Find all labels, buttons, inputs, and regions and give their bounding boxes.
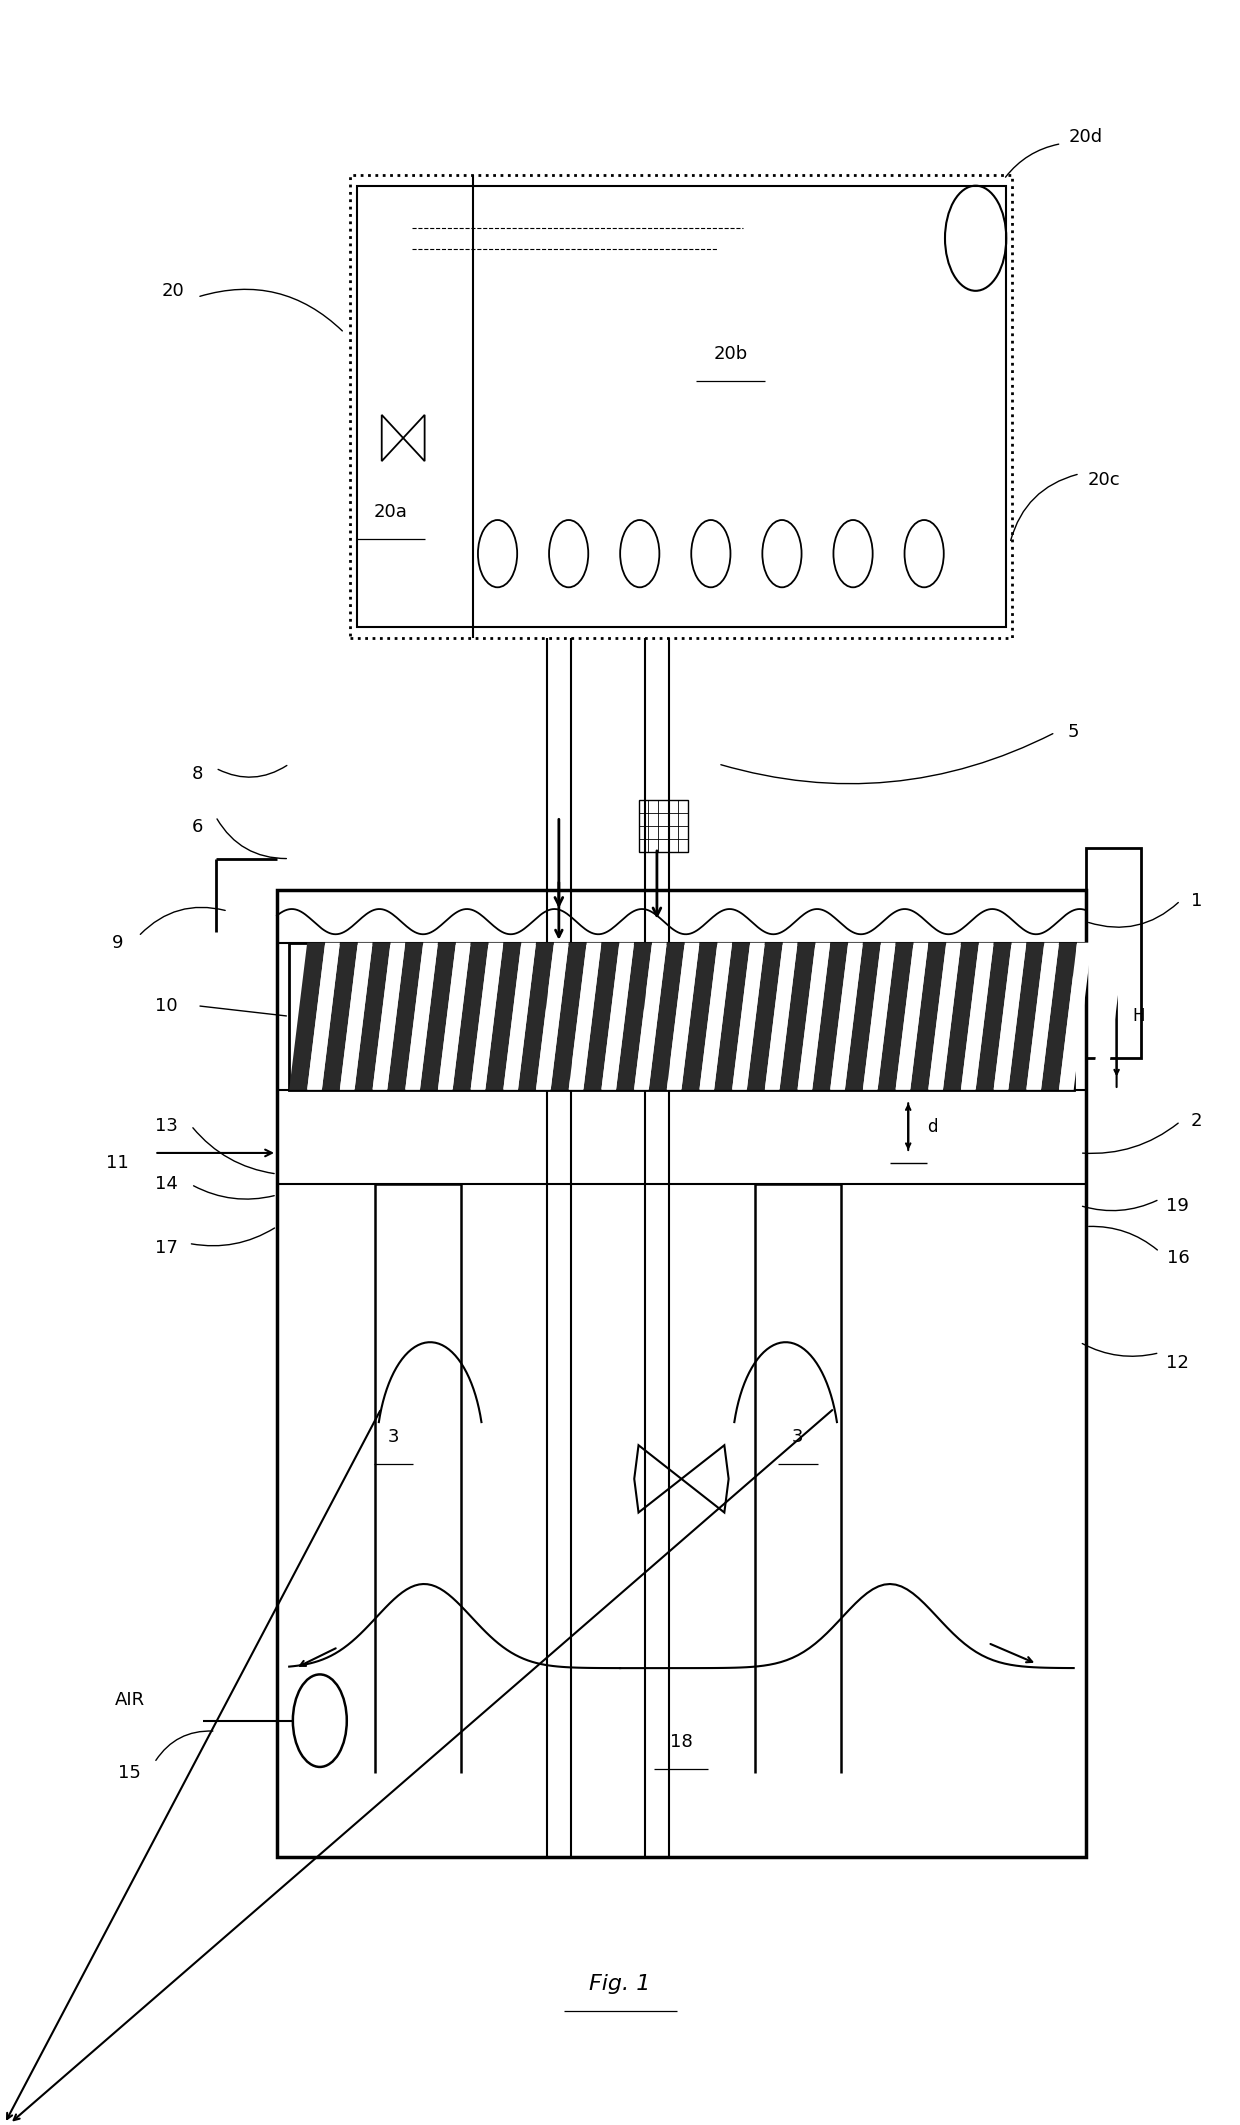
Polygon shape [601,944,634,1090]
Polygon shape [340,944,372,1090]
Polygon shape [438,944,471,1090]
Polygon shape [667,944,699,1090]
Polygon shape [780,944,816,1090]
Text: d: d [928,1118,937,1135]
Text: AIR: AIR [115,1692,145,1708]
Polygon shape [765,944,797,1090]
Text: 9: 9 [112,933,123,952]
Polygon shape [503,944,536,1090]
Polygon shape [699,944,732,1090]
Polygon shape [289,944,325,1090]
Text: 17: 17 [155,1239,179,1256]
Text: 15: 15 [118,1764,141,1783]
Polygon shape [583,944,619,1090]
Polygon shape [732,944,765,1090]
Text: 20a: 20a [374,504,408,521]
Polygon shape [405,944,438,1090]
Text: 2: 2 [1190,1111,1202,1130]
Polygon shape [1008,944,1044,1090]
Text: 13: 13 [155,1116,179,1135]
Polygon shape [1091,944,1125,1090]
Polygon shape [518,944,554,1090]
Polygon shape [1027,944,1059,1090]
Polygon shape [942,944,978,1090]
Polygon shape [910,944,946,1090]
Text: 19: 19 [1167,1196,1189,1215]
Polygon shape [812,944,848,1090]
Polygon shape [863,944,895,1090]
Polygon shape [569,944,601,1090]
Text: Fig. 1: Fig. 1 [589,1974,651,1993]
Text: 5: 5 [1068,722,1080,742]
Text: 3: 3 [792,1428,804,1445]
Bar [289,944,1074,1090]
Polygon shape [993,944,1027,1090]
Polygon shape [797,944,831,1090]
Polygon shape [682,944,718,1090]
Polygon shape [634,944,667,1090]
Polygon shape [616,944,652,1090]
Text: 11: 11 [107,1154,129,1173]
Polygon shape [322,944,358,1090]
Polygon shape [961,944,993,1090]
Polygon shape [1059,944,1091,1090]
Polygon shape [714,944,750,1090]
Bar [351,174,1012,638]
Polygon shape [895,944,929,1090]
Bar [1086,848,1141,1058]
Polygon shape [453,944,489,1090]
Polygon shape [485,944,521,1090]
Text: 16: 16 [1167,1250,1189,1266]
Polygon shape [308,944,340,1090]
Bar [277,890,1086,1857]
Bar [639,799,687,852]
Text: 8: 8 [191,765,203,784]
Polygon shape [649,944,684,1090]
Polygon shape [355,944,391,1090]
Polygon shape [1042,944,1078,1090]
Text: 20d: 20d [1069,128,1104,147]
Polygon shape [372,944,405,1090]
Polygon shape [551,944,587,1090]
Text: 14: 14 [155,1175,179,1194]
Polygon shape [830,944,863,1090]
Text: 6: 6 [191,818,203,835]
Polygon shape [387,944,423,1090]
Text: H: H [1132,1007,1145,1024]
Text: 20: 20 [161,283,184,300]
Polygon shape [878,944,914,1090]
Text: 20b: 20b [713,344,748,363]
Bar [357,185,1007,627]
Polygon shape [471,944,503,1090]
Polygon shape [746,944,782,1090]
Text: 12: 12 [1167,1354,1189,1373]
Text: 1: 1 [1190,892,1202,910]
Polygon shape [929,944,961,1090]
Polygon shape [844,944,880,1090]
Polygon shape [420,944,456,1090]
Polygon shape [536,944,569,1090]
Text: 20c: 20c [1087,472,1121,489]
Text: 18: 18 [670,1732,693,1751]
Text: 3: 3 [388,1428,399,1445]
Text: 10: 10 [155,997,177,1016]
Polygon shape [976,944,1012,1090]
